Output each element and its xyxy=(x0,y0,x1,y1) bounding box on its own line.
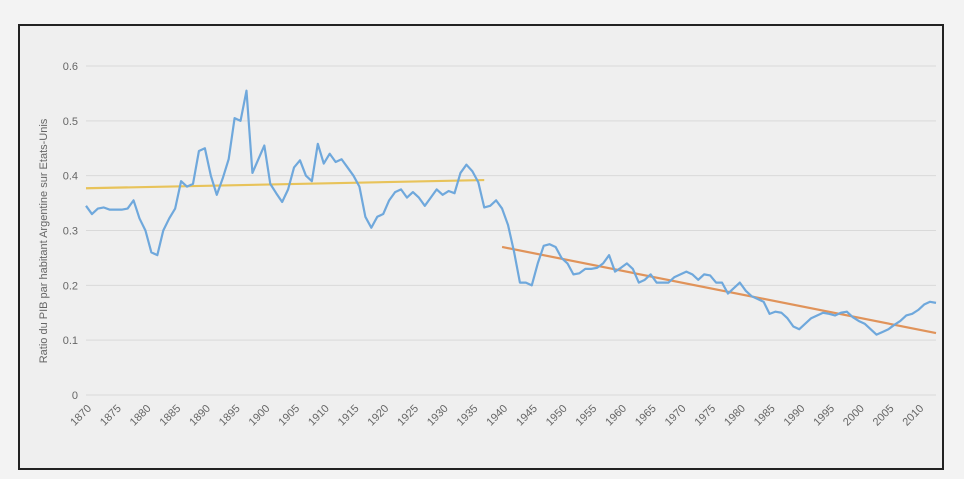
x-tick-label: 1925 xyxy=(395,403,421,429)
y-tick-labels: 0 0.1 0.2 0.3 0.4 0.5 0.6 xyxy=(63,61,78,402)
x-tick-label: 1880 xyxy=(128,403,154,429)
x-tick-label: 1930 xyxy=(425,403,451,429)
y-tick-label: 0.2 xyxy=(63,280,78,292)
x-tick-label: 1975 xyxy=(692,403,718,429)
x-tick-label: 1870 xyxy=(68,403,94,429)
x-tick-label: 1990 xyxy=(782,403,808,429)
y-tick-label: 0.5 xyxy=(63,116,78,128)
x-tick-label: 1900 xyxy=(247,403,273,429)
x-tick-label: 1910 xyxy=(306,403,332,429)
x-tick-label: 1980 xyxy=(722,403,748,429)
y-tick-label: 0.1 xyxy=(63,335,78,347)
y-tick-label: 0 xyxy=(72,390,78,402)
x-tick-label: 2010 xyxy=(900,403,926,429)
x-tick-label: 1890 xyxy=(187,403,213,429)
series-line xyxy=(85,89,937,336)
trendlines xyxy=(85,178,937,335)
x-tick-label: 1920 xyxy=(366,403,392,429)
x-tick-label: 1960 xyxy=(603,403,629,429)
y-tick-label: 0.3 xyxy=(63,226,78,238)
x-tick-label: 1970 xyxy=(663,403,689,429)
x-tick-label: 1950 xyxy=(544,403,570,429)
x-tick-label: 1955 xyxy=(574,403,600,429)
x-tick-label: 1965 xyxy=(633,403,659,429)
line-chart: 0 0.1 0.2 0.3 0.4 0.5 0.6 1870 1875 1880 1885 1890… xyxy=(38,61,937,429)
x-tick-label: 1915 xyxy=(336,403,362,429)
y-tick-label: 0.6 xyxy=(63,61,78,73)
x-tick-label: 1885 xyxy=(157,403,183,429)
x-tick-labels: 1870 1875 1880 1885 1890 1895 1900 1905 1910 1915… xyxy=(68,403,926,429)
x-tick-label: 2000 xyxy=(841,403,867,429)
trendline-after-1940 xyxy=(501,245,937,335)
x-tick-label: 1940 xyxy=(484,403,510,429)
y-tick-label: 0.4 xyxy=(63,171,78,183)
x-tick-label: 2005 xyxy=(871,403,897,429)
x-tick-label: 1995 xyxy=(811,403,837,429)
x-tick-label: 1985 xyxy=(752,403,778,429)
chart-frame: 0 0.1 0.2 0.3 0.4 0.5 0.6 1870 1875 1880 1885 1890… xyxy=(18,24,944,470)
trendline-before-1940 xyxy=(85,178,485,190)
x-tick-label: 1945 xyxy=(514,403,540,429)
x-tick-label: 1935 xyxy=(455,403,481,429)
gridlines xyxy=(86,65,936,396)
x-tick-label: 1875 xyxy=(98,403,124,429)
y-axis-label: Ratio du PIB par habitant Argentine sur … xyxy=(38,118,50,363)
x-tick-label: 1905 xyxy=(276,403,302,429)
series-layer xyxy=(85,89,937,336)
x-tick-label: 1895 xyxy=(217,403,243,429)
